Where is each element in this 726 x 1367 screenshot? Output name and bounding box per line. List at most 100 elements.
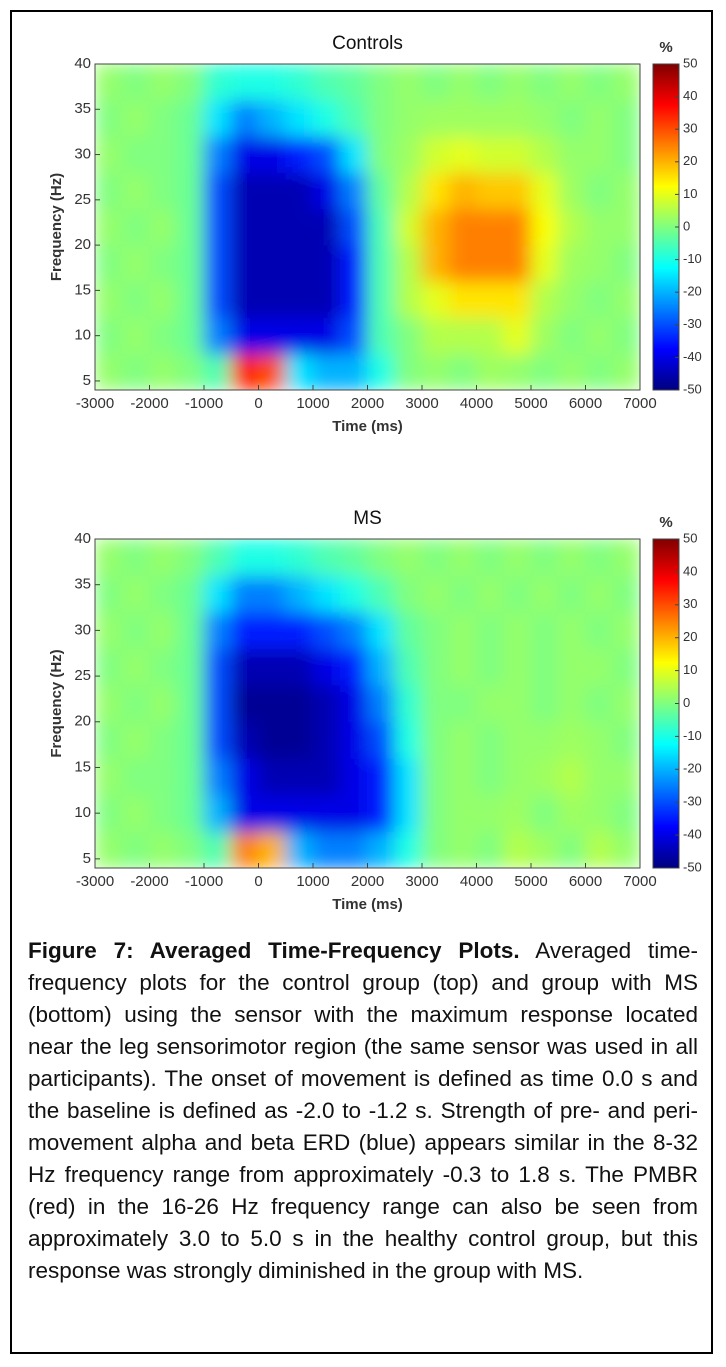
colorbar-tick-label: -40: [683, 349, 702, 364]
heatmap-cell: [503, 575, 532, 613]
heatmap-cell: [557, 208, 586, 246]
heatmap-cell: [394, 172, 423, 210]
heatmap-cell: [121, 280, 150, 319]
y-tick-label: 35: [74, 576, 91, 593]
heatmap-cell: [258, 757, 287, 796]
heatmap-cell: [176, 172, 205, 210]
heatmap-cell: [367, 648, 396, 686]
heatmap-cell: [149, 353, 178, 390]
colorbar-tick-label: -50: [683, 381, 702, 396]
heatmap-cell: [312, 684, 341, 723]
heatmap-cell: [285, 721, 314, 759]
heatmap-cell: [203, 99, 232, 137]
heatmap-cell: [557, 99, 586, 137]
heatmap-cell: [421, 99, 450, 137]
heatmap-cell: [585, 208, 614, 246]
heatmap-cell: [285, 172, 314, 210]
heatmap-cell: [557, 317, 586, 355]
heatmap-cell: [121, 208, 150, 246]
x-tick-label: 3000: [405, 873, 438, 890]
x-tick-label: -1000: [185, 395, 223, 412]
y-tick-label: 30: [74, 621, 91, 638]
heatmap-cell: [95, 684, 123, 723]
heatmap-cell: [557, 539, 586, 577]
heatmap-cell: [503, 353, 532, 390]
y-tick-label: 40: [74, 55, 91, 72]
heatmap-cell: [339, 757, 368, 796]
colorbar: [652, 63, 680, 391]
heatmap-cell: [448, 794, 477, 832]
heatmap-cell: [258, 794, 287, 832]
heatmap-cell: [121, 353, 150, 390]
heatmap-cell: [612, 648, 640, 686]
heatmap-cell: [585, 172, 614, 210]
heatmap-cell: [503, 280, 532, 319]
heatmap-cell: [312, 575, 341, 613]
colorbar-tick-label: -30: [683, 794, 702, 809]
heatmap-cell: [448, 317, 477, 355]
chart: MS -3000 -2000 -1000 0 1000 2000 3000 4000 5000 60…: [48, 508, 702, 913]
heatmap-cell: [285, 575, 314, 613]
heatmap-cell: [285, 539, 314, 577]
y-tick-label: 25: [74, 667, 91, 684]
figure: Controls-3000 -2000 -1000 0 1000 2000 3000 4000…: [48, 33, 702, 913]
heatmap-cell: [121, 830, 150, 868]
heatmap-cell: [203, 539, 232, 577]
colorbar-tick-label: -20: [683, 284, 702, 299]
y-tick-label: 30: [74, 146, 91, 163]
heatmap-cell: [149, 539, 178, 577]
heatmap-cell: [367, 244, 396, 282]
colorbar-tick-label: 40: [683, 88, 697, 103]
heatmap-cell: [285, 135, 314, 174]
heatmap-cell: [448, 575, 477, 613]
heatmap-cell: [258, 317, 287, 355]
heatmap-cell: [612, 353, 640, 390]
heatmap-cell: [203, 611, 232, 650]
colorbar-tick-label: -10: [683, 251, 702, 266]
heatmap-cell: [230, 99, 259, 137]
heatmap-cell: [448, 244, 477, 282]
heatmap-cell: [530, 99, 559, 137]
heatmap-cell: [476, 244, 505, 282]
heatmap-cell: [476, 721, 505, 759]
heatmap-cell: [367, 135, 396, 174]
heatmap-cell: [421, 611, 450, 650]
heatmap-cell: [448, 208, 477, 246]
heatmap-cell: [339, 539, 368, 577]
heatmap-cell: [612, 317, 640, 355]
heatmap-cell: [149, 172, 178, 210]
heatmap-cell: [585, 757, 614, 796]
heatmap-cell: [367, 317, 396, 355]
heatmap-cell: [476, 353, 505, 390]
y-tick-label: 5: [83, 850, 91, 867]
heatmap-cell: [339, 244, 368, 282]
heatmap-cell: [530, 244, 559, 282]
heatmap-cell: [176, 648, 205, 686]
heatmap-cell: [176, 280, 205, 319]
x-tick-label: 5000: [514, 873, 547, 890]
heatmap-cell: [394, 684, 423, 723]
heatmap-cell: [258, 611, 287, 650]
heatmap-cell: [394, 830, 423, 868]
heatmap-cell: [285, 99, 314, 137]
heatmap-cell: [121, 611, 150, 650]
heatmap-cell: [230, 172, 259, 210]
heatmap-cell: [476, 648, 505, 686]
heatmap-cell: [530, 539, 559, 577]
heatmap-cell: [339, 794, 368, 832]
heatmap-cell: [258, 684, 287, 723]
heatmap-cell: [421, 353, 450, 390]
heatmap-cell: [176, 539, 205, 577]
heatmap-cell: [312, 135, 341, 174]
heatmap-cell: [503, 611, 532, 650]
heatmap-cell: [448, 611, 477, 650]
y-tick-label: 25: [74, 191, 91, 208]
heatmap-cell: [612, 794, 640, 832]
heatmap-cell: [557, 135, 586, 174]
heatmap-cell: [557, 64, 586, 101]
heatmap-cell: [394, 353, 423, 390]
heatmap-cell: [503, 721, 532, 759]
heatmap-cell: [203, 317, 232, 355]
heatmap-cell: [585, 99, 614, 137]
heatmap-cell: [149, 721, 178, 759]
